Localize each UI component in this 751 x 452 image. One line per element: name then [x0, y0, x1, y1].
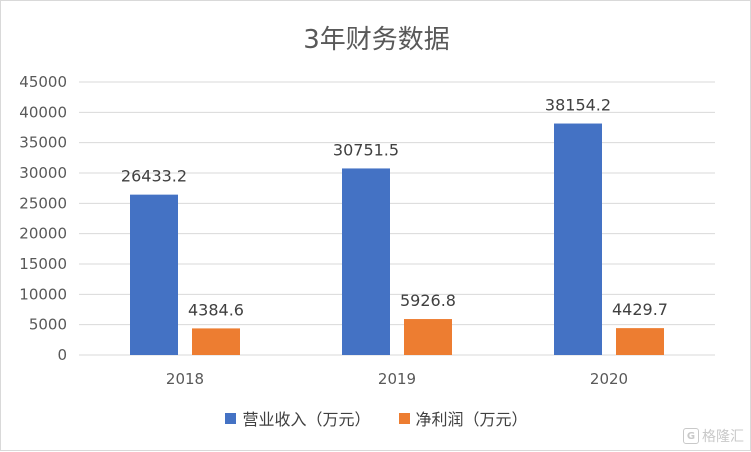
bar-revenue — [554, 123, 602, 355]
bar-revenue — [342, 168, 390, 355]
y-tick-label: 45000 — [19, 73, 67, 91]
watermark: G 格隆汇 — [683, 426, 744, 446]
data-label: 38154.2 — [545, 96, 611, 115]
chart-legend: 营业收入（万元） 净利润（万元） — [1, 406, 751, 430]
legend-swatch-net-profit — [398, 412, 410, 424]
data-label: 4384.6 — [188, 300, 244, 319]
data-label: 26433.2 — [121, 167, 187, 186]
y-tick-label: 35000 — [19, 134, 67, 152]
y-tick-label: 0 — [57, 346, 67, 364]
watermark-logo-icon: G — [683, 428, 699, 444]
legend-label-revenue: 营业收入（万元） — [242, 410, 371, 429]
y-tick-label: 15000 — [19, 255, 67, 273]
y-tick-label: 10000 — [19, 285, 67, 303]
y-tick-label: 30000 — [19, 164, 67, 182]
bar-net-profit — [404, 319, 452, 355]
legend-swatch-revenue — [225, 412, 237, 424]
chart-title: 3年财务数据 — [303, 25, 450, 55]
x-tick-label: 2018 — [166, 370, 204, 388]
y-tick-label: 5000 — [29, 316, 67, 334]
data-label: 5926.8 — [400, 291, 456, 310]
y-tick-label: 20000 — [19, 225, 67, 243]
bar-revenue — [130, 194, 178, 355]
watermark-text: 格隆汇 — [702, 429, 744, 445]
bar-net-profit — [192, 328, 240, 355]
x-tick-label: 2019 — [378, 370, 416, 388]
y-tick-label: 25000 — [19, 194, 67, 212]
y-tick-label: 40000 — [19, 103, 67, 121]
data-label: 30751.5 — [333, 140, 399, 159]
legend-item-net-profit: 净利润（万元） — [398, 406, 528, 430]
data-label: 4429.7 — [612, 300, 668, 319]
bar-net-profit — [616, 328, 664, 355]
legend-label-net-profit: 净利润（万元） — [415, 410, 528, 429]
legend-item-revenue: 营业收入（万元） — [225, 406, 371, 430]
x-tick-label: 2020 — [590, 370, 628, 388]
